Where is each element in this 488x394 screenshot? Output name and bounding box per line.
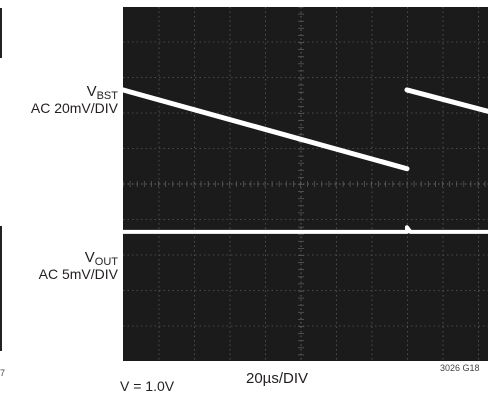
series-line-vbst xyxy=(404,87,488,114)
left-edge-line xyxy=(0,8,2,58)
series-line-vbst xyxy=(123,87,410,172)
figure-id: 3026 G18 xyxy=(440,363,480,373)
scope-screen xyxy=(123,7,488,361)
vbst-label: VBST AC 20mV/DIV xyxy=(30,83,118,116)
vout-label: VOUT AC 5mV/DIV xyxy=(38,249,118,282)
x-axis-label: 20µs/DIV xyxy=(246,370,308,387)
screen-background xyxy=(123,7,488,361)
left-edge-line xyxy=(0,226,2,351)
series-line-vout xyxy=(123,225,488,234)
clipped-text-left: 7 xyxy=(0,368,6,378)
clipped-text-bottom: V = 1.0V xyxy=(120,378,175,394)
